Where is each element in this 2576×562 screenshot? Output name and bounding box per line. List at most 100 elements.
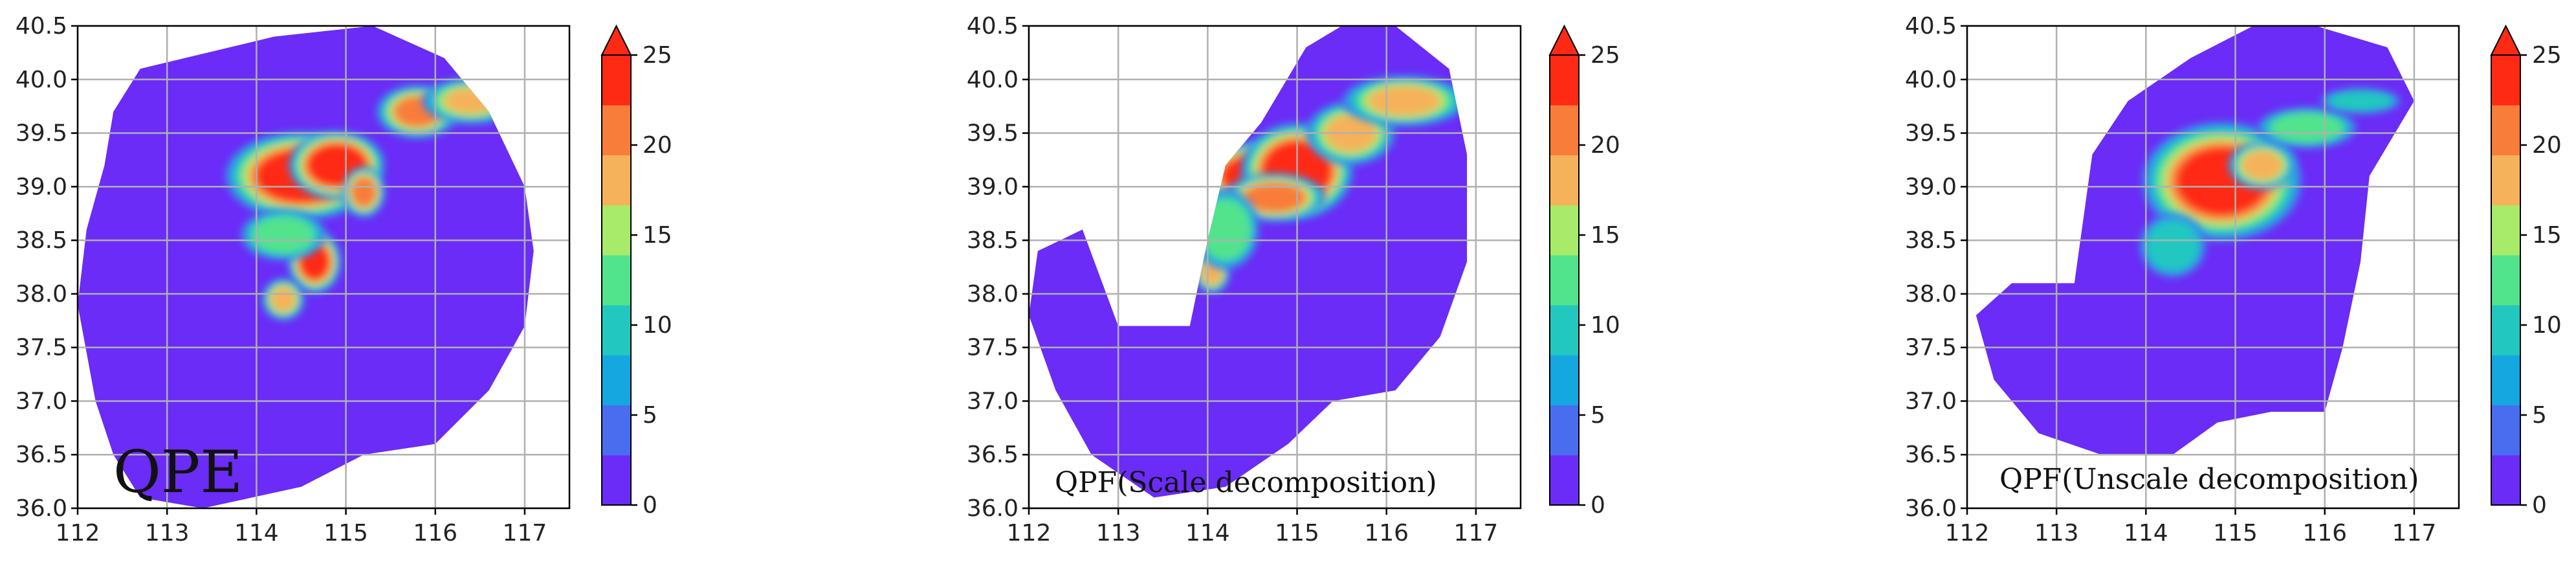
chart-svg: 112 113 114 115 116 117 36.0 36.5 37.0 37.5 38.0 38… (967, 13, 1620, 546)
colorbar-tick-label: 15 (643, 222, 672, 249)
colorbar-tick-label: 20 (2532, 132, 2562, 159)
colorbar-extend-arrow (1548, 24, 1580, 56)
y-tick-label: 38.5 (16, 227, 67, 254)
colorbar-extend-arrow (600, 24, 632, 56)
x-tick-label: 117 (1454, 520, 1499, 546)
y-tick-label: 39.5 (967, 120, 1018, 147)
plot-frame (1028, 25, 1522, 510)
rain-contour (2271, 113, 2343, 143)
colorbar-frame (1549, 54, 1580, 506)
colorbar-segment (2491, 55, 2520, 106)
plot-frame (76, 25, 571, 510)
y-tick-label: 37.5 (967, 335, 1018, 361)
y-tick-label: 40.5 (1905, 13, 1957, 39)
colorbar-tick-label: 5 (2532, 402, 2547, 429)
x-tick-label: 112 (56, 520, 100, 546)
colorbar-tick-label: 25 (2532, 42, 2562, 69)
colorbar-segment (2491, 254, 2520, 306)
plot-frame (1966, 25, 2460, 510)
colorbar-segment (2491, 105, 2520, 155)
colorbar-segment (602, 305, 631, 355)
rain-cell (422, 77, 520, 125)
colorbar-tick-label: 20 (1591, 132, 1620, 159)
x-tick-label: 114 (1185, 520, 1230, 546)
y-tick-label: 37.0 (1905, 388, 1957, 414)
y-tick-label: 36.0 (967, 495, 1018, 522)
x-tick-label: 115 (324, 520, 368, 546)
panel-qpe: 112 113 114 115 116 117 36.0 36.5 37.0 37.5 38.0 38… (0, 0, 854, 562)
x-tick-label: 113 (145, 520, 190, 546)
panel-title: QPF(Scale decomposition) (1055, 466, 1437, 499)
colorbar-frame (2491, 54, 2521, 506)
y-tick-label: 40.5 (16, 13, 67, 39)
chart-svg: 112 113 114 115 116 117 36.0 36.5 37.0 37.5 38.0 38… (1905, 13, 2562, 546)
colorbar-segment (602, 205, 631, 256)
x-tick-label: 115 (2213, 520, 2258, 546)
y-tick-label: 37.5 (16, 335, 67, 361)
x-tick-label: 114 (2124, 520, 2168, 546)
y-tick-label: 36.5 (1905, 442, 1957, 468)
rain-cell (2139, 213, 2207, 278)
colorbar-segment (1550, 105, 1579, 155)
colorbar-segment (1550, 405, 1579, 456)
colorbar-tick-label: 10 (1591, 312, 1620, 339)
rain-contour (351, 177, 377, 207)
chart-svg: 112 113 114 115 116 117 36.0 36.5 37.0 37.5 38.0 38… (16, 13, 672, 546)
y-tick-label: 40.0 (967, 67, 1018, 93)
colorbar-segment (602, 105, 631, 155)
x-tick-label: 116 (413, 520, 457, 546)
x-tick-label: 113 (2034, 520, 2079, 546)
colorbar-segment (2491, 355, 2520, 406)
colorbar-segment (1550, 254, 1579, 306)
y-tick-label: 39.0 (1905, 174, 1957, 200)
colorbar-tick-label: 5 (1591, 402, 1605, 429)
rain-contour (1367, 85, 1441, 117)
y-tick-label: 39.0 (16, 174, 67, 200)
rain-contour (2146, 220, 2199, 271)
y-tick-label: 37.0 (16, 388, 67, 414)
colorbar-segment (1550, 55, 1579, 106)
colorbar-tick-label: 0 (1591, 492, 1605, 519)
colorbar-segment (602, 155, 631, 206)
x-tick-label: 117 (2392, 520, 2437, 546)
colorbar-segment (602, 455, 631, 506)
colorbar-segment (1550, 455, 1579, 506)
colorbar-tick-label: 15 (1591, 222, 1620, 249)
x-tick-label: 114 (234, 520, 279, 546)
y-tick-label: 40.5 (967, 13, 1018, 39)
rain-cell (1341, 75, 1468, 127)
x-tick-label: 115 (1275, 520, 1319, 546)
rain-cell (2228, 140, 2296, 190)
y-tick-label: 36.0 (1905, 495, 1957, 522)
panel-qpf-scale: 112 113 114 115 116 117 36.0 36.5 37.0 37.5 38.0 38… (861, 0, 1715, 562)
colorbar-tick-label: 0 (2532, 492, 2547, 519)
colorbar: 0 5 10 15 20 25 (600, 24, 672, 519)
colorbar-segment (2491, 205, 2520, 256)
y-tick-label: 40.0 (1905, 67, 1957, 93)
colorbar-segment (602, 355, 631, 406)
y-tick-label: 39.0 (967, 174, 1018, 200)
x-tick-label: 112 (1945, 520, 1990, 546)
colorbar-segment (1550, 205, 1579, 256)
rain-cell (2256, 107, 2357, 149)
y-tick-label: 39.5 (16, 120, 67, 147)
colorbar: 0 5 10 15 20 25 (1548, 24, 1620, 519)
rain-contour (252, 216, 314, 254)
rain-cell (2320, 88, 2401, 114)
rain-cell (1192, 189, 1259, 270)
y-tick-label: 36.5 (16, 442, 67, 468)
y-tick-label: 38.5 (967, 227, 1018, 254)
panel-title: QPE (113, 438, 243, 506)
y-tick-label: 37.0 (967, 388, 1018, 414)
colorbar-extend-arrow (2490, 24, 2522, 56)
colorbar-tick-label: 0 (643, 492, 657, 519)
rain-contour (2329, 91, 2392, 111)
colorbar-segment (2491, 155, 2520, 206)
x-tick-label: 116 (2302, 520, 2347, 546)
rain-contour (444, 88, 498, 114)
colorbar-tick-label: 15 (2532, 222, 2562, 249)
panel-title: QPF(Unscale decomposition) (1999, 463, 2419, 496)
colorbar-segment (2491, 305, 2520, 355)
colorbar-tick-label: 25 (1591, 42, 1620, 69)
y-tick-label: 39.5 (1905, 120, 1957, 147)
